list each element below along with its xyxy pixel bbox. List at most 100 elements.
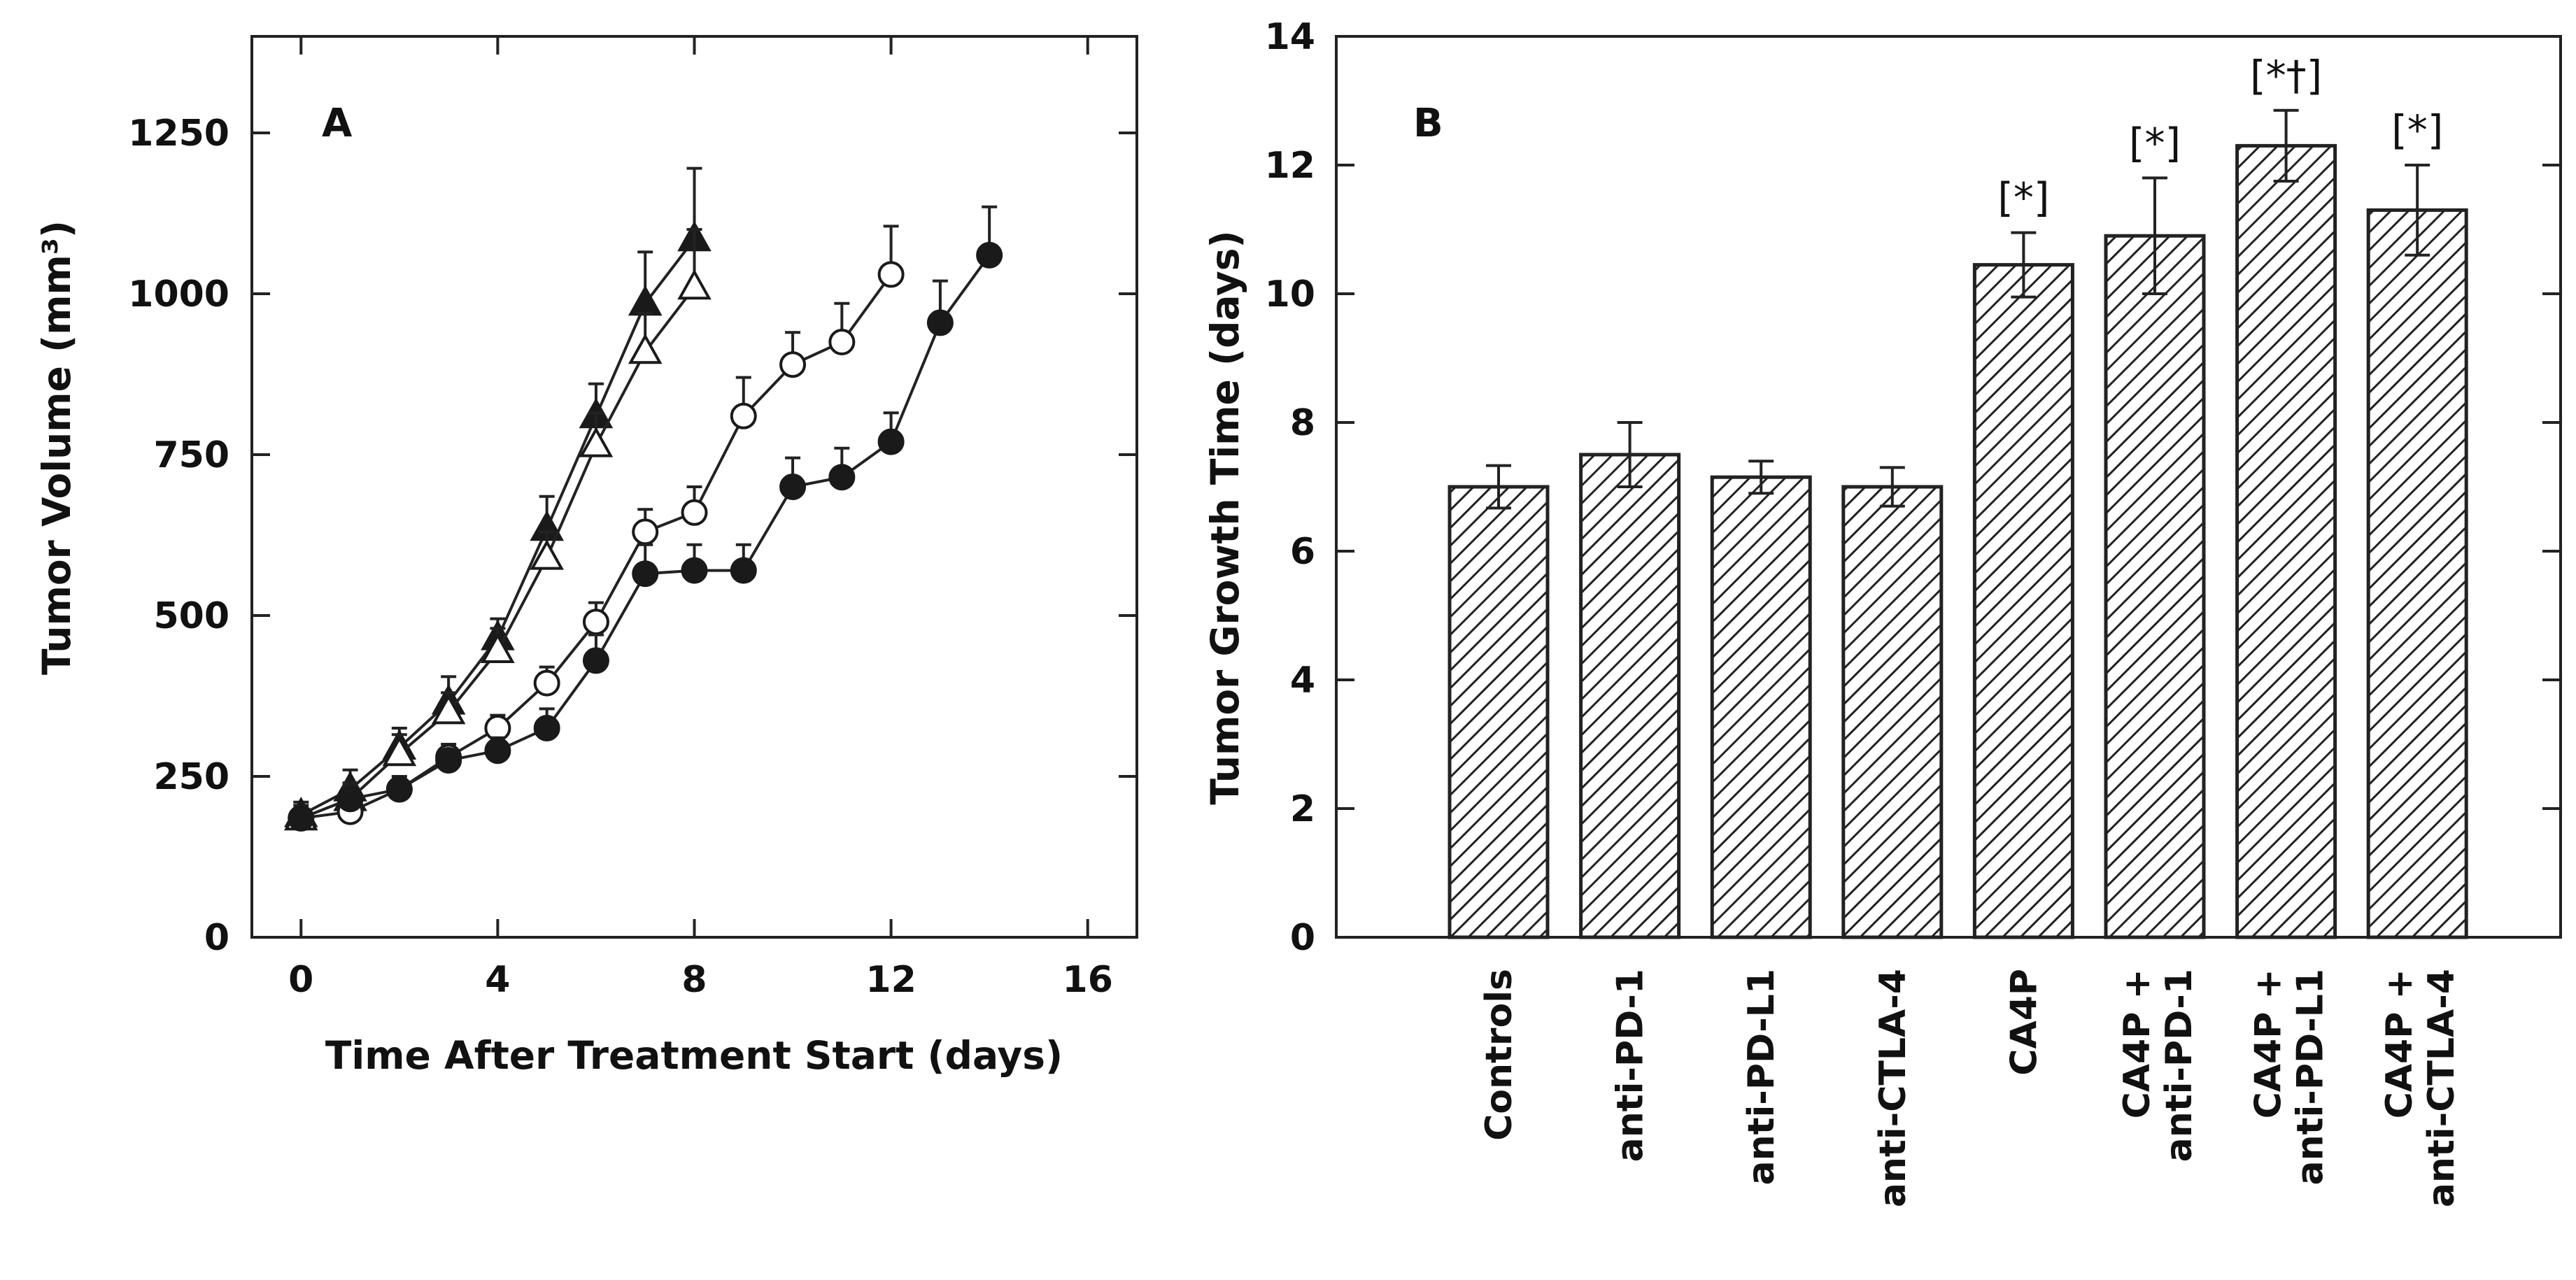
data-point-open-triangle — [431, 693, 466, 725]
data-point-open-circle — [828, 329, 856, 355]
panel-b-bar-chart: 0 2 4 6 8 10 12 14 Controls anti-PD-1 anti-PD-L1 a… — [1203, 16, 2562, 1207]
panel-b-ticks: 0 2 4 6 8 10 12 14 — [1265, 16, 2561, 959]
bar-group-6: [*] CA4P +anti-PD-1 — [2104, 119, 2206, 1162]
data-point-filled-circle — [730, 557, 757, 584]
data-point-open-triangle — [579, 427, 614, 457]
panel-a-letter: A — [322, 101, 353, 146]
data-point-filled-circle — [926, 309, 954, 336]
data-point-open-triangle — [677, 269, 712, 300]
data-point-filled-circle — [337, 785, 364, 813]
bar-group-8: [*] CA4P +anti-CTLA-4 — [2366, 106, 2468, 1207]
category-label-line: anti-CTLA-4 — [2421, 969, 2463, 1207]
data-point-open-triangle — [382, 735, 417, 767]
bar — [2235, 143, 2337, 939]
data-point-filled-circle — [484, 737, 511, 765]
bar — [1841, 485, 1944, 939]
panel-b-y-axis-title: Tumor Growth Time (days) — [1203, 230, 1247, 804]
significance-label: [*] — [2391, 106, 2443, 154]
category-label-line: Controls — [1478, 969, 1520, 1141]
data-point-open-circle — [582, 609, 609, 636]
data-point-filled-circle — [582, 647, 609, 674]
x-tick-label-0: 0 — [288, 959, 313, 1001]
category-label-line: CA4P + — [2379, 969, 2421, 1118]
b-y-tick-label-8: 8 — [1290, 402, 1315, 444]
bar — [2104, 234, 2206, 939]
category-label: anti-PD-L1 — [1741, 969, 1783, 1186]
x-tick-label-12: 12 — [865, 959, 916, 1001]
data-point-filled-circle — [385, 776, 413, 803]
data-point-open-circle — [632, 518, 659, 546]
panel-a-line-chart: 0 250 500 750 1000 1250 0 4 8 12 16 A Tumor Volume… — [34, 35, 1138, 1078]
data-point-open-circle — [681, 499, 708, 526]
x-tick-label-8: 8 — [681, 959, 707, 1001]
b-y-tick-label-0: 0 — [1290, 917, 1315, 959]
category-label: CA4P +anti-PD-1 — [2116, 969, 2200, 1162]
category-label-line: anti-PD-1 — [1610, 969, 1652, 1162]
bar-group-5: [*] CA4P — [1972, 174, 2074, 1076]
category-label: CA4P +anti-PD-L1 — [2248, 969, 2332, 1186]
bar-group-4: anti-CTLA-4 — [1841, 466, 1944, 1207]
bar — [1448, 485, 1550, 939]
bar — [2366, 208, 2468, 939]
data-point-filled-circle — [877, 428, 905, 455]
data-point-open-triangle — [628, 333, 663, 364]
data-point-filled-circle — [288, 804, 315, 832]
data-point-open-circle — [779, 351, 807, 378]
category-label-line: anti-CTLA-4 — [1872, 969, 1914, 1207]
b-y-tick-label-14: 14 — [1265, 16, 1315, 58]
y-tick-label-750: 750 — [153, 434, 229, 476]
category-label: CA4P — [2003, 969, 2045, 1076]
category-label-line: anti-PD-L1 — [1741, 969, 1783, 1186]
bar-group-7: [*†] CA4P +anti-PD-L1 — [2235, 52, 2337, 1186]
panel-a-ticks: 0 250 500 750 1000 1250 0 4 8 12 16 — [128, 36, 1137, 1001]
category-label: anti-PD-1 — [1610, 969, 1652, 1162]
y-tick-label-500: 500 — [153, 595, 229, 637]
x-tick-label-16: 16 — [1063, 959, 1113, 1001]
category-label-line: CA4P + — [2248, 969, 2290, 1118]
panel-a-series — [283, 166, 1003, 832]
data-point-open-circle — [877, 261, 905, 288]
data-point-filled-circle — [681, 557, 708, 584]
category-label: Controls — [1478, 969, 1520, 1141]
panel-b-plot-frame — [1335, 35, 2562, 939]
b-y-tick-label-12: 12 — [1265, 145, 1315, 187]
category-label: anti-CTLA-4 — [1872, 969, 1914, 1207]
series-filled-circle — [288, 205, 1003, 832]
data-point-filled-circle — [435, 747, 462, 774]
bar-group-3: anti-PD-L1 — [1710, 460, 1812, 1186]
y-tick-label-0: 0 — [204, 917, 229, 959]
significance-label: [*†] — [2250, 52, 2322, 99]
category-label: CA4P +anti-CTLA-4 — [2379, 969, 2463, 1207]
panel-b-bars: Controls anti-PD-1 anti-PD-L1 anti-CTLA-4[*… — [1448, 52, 2468, 1207]
series-open-circle — [288, 225, 905, 832]
significance-label: [*] — [2129, 119, 2181, 166]
panel-a-x-axis-title: Time After Treatment Start (days) — [325, 1033, 1063, 1078]
bar — [1972, 263, 2074, 939]
panel-a-y-axis-title: Tumor Volume (mm³) — [34, 220, 79, 675]
bar-group-2: anti-PD-1 — [1579, 421, 1681, 1162]
data-point-open-circle — [533, 669, 560, 697]
category-label-line: CA4P — [2003, 969, 2045, 1076]
y-tick-label-1250: 1250 — [128, 113, 229, 155]
b-y-tick-label-2: 2 — [1290, 788, 1315, 830]
data-point-filled-circle — [828, 464, 856, 491]
data-point-open-circle — [730, 402, 757, 429]
category-label-line: CA4P + — [2116, 969, 2158, 1118]
category-label-line: anti-PD-L1 — [2290, 969, 2332, 1186]
bar — [1579, 453, 1681, 939]
data-point-filled-circle — [976, 241, 1003, 269]
bar-group-1: Controls — [1448, 464, 1550, 1141]
data-point-filled-circle — [632, 560, 659, 588]
data-point-filled-circle — [533, 715, 560, 741]
panel-b-letter: B — [1413, 101, 1443, 146]
data-point-open-triangle — [481, 632, 515, 663]
significance-label: [*] — [1997, 174, 2049, 222]
x-tick-label-4: 4 — [485, 959, 510, 1001]
y-tick-label-1000: 1000 — [128, 273, 229, 315]
data-point-open-triangle — [530, 539, 564, 570]
y-tick-label-250: 250 — [153, 756, 229, 798]
b-y-tick-label-6: 6 — [1290, 531, 1315, 573]
data-point-filled-circle — [779, 474, 807, 500]
bar — [1710, 475, 1812, 939]
